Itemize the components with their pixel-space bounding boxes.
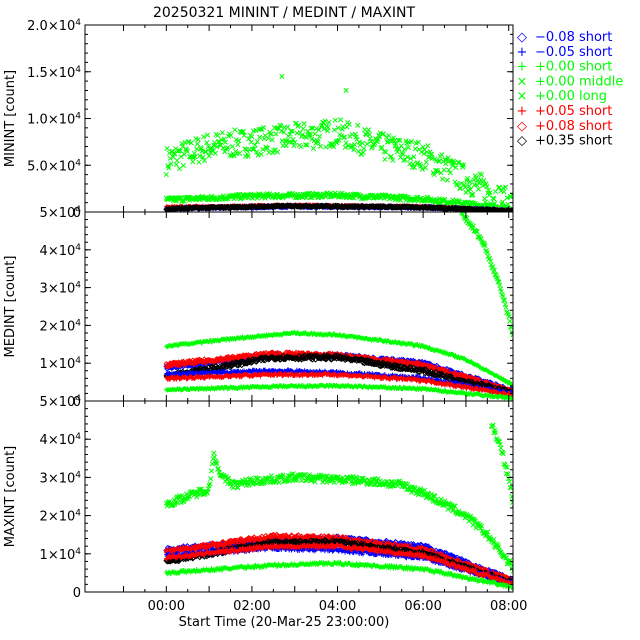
- legend-symbol: ◇: [517, 134, 527, 149]
- y-tick-label: 2×104: [40, 318, 82, 334]
- x-tick-label: 06:00: [404, 599, 441, 614]
- y-tick-label: 1×104: [40, 547, 82, 563]
- panel-1-frame: [84, 24, 514, 213]
- series-2: [489, 422, 513, 511]
- x-tick-label: 02:00: [233, 599, 270, 614]
- legend-symbol: +: [517, 60, 528, 75]
- legend-label: +0.35 short: [535, 134, 612, 149]
- legend-symbol: +: [517, 45, 528, 60]
- x-tick-label: 08:00: [490, 599, 527, 614]
- panel-1-ylabel: MININT [count]: [3, 70, 18, 167]
- series-1: [459, 212, 513, 344]
- panel-3: 0 1×104 2×104 3×104 4×104 5×104 MAXINT [count]: [3, 394, 514, 601]
- legend-label: +0.05 short: [535, 104, 612, 119]
- series-2: [164, 329, 513, 388]
- panel-3-data: [163, 422, 513, 591]
- chart-title: 20250321 MININT / MEDINT / MAXINT: [153, 5, 415, 21]
- legend-entry: × +0.00 middle: [517, 74, 624, 89]
- legend-entry: ◇ +0.35 short: [517, 134, 612, 149]
- y-tick-label: 5×104: [40, 205, 82, 221]
- series-7: [164, 370, 513, 399]
- panel-3-frame: [84, 400, 514, 593]
- y-tick-label: 0: [73, 395, 81, 410]
- panel-2-ylabel: MEDINT [count]: [3, 256, 18, 358]
- y-tick-label: 4×104: [40, 243, 82, 259]
- x-tick-label: 04:00: [319, 599, 356, 614]
- y-tick-label: 2.0×104: [27, 18, 81, 34]
- panel-2-data: [163, 212, 513, 401]
- legend-entry: + +0.00 short: [517, 60, 613, 75]
- legend-entry: + −0.05 short: [517, 45, 613, 60]
- y-tick-label: 4×104: [40, 432, 82, 448]
- y-tick-label: 3×104: [40, 281, 82, 297]
- legend-symbol: ×: [517, 89, 528, 104]
- panels: 0 5.0×104 1.0×104 1.5×104 2.0×104 MININT [cou…: [3, 18, 527, 614]
- legend-label: +0.08 short: [535, 119, 612, 134]
- panel-2: 0 1×104 2×104 3×104 4×104 5×104 MEDINT [count]: [3, 205, 514, 410]
- series-1: [163, 450, 513, 575]
- y-tick-label: 1×104: [40, 356, 82, 372]
- legend-symbol: ◇: [517, 30, 527, 45]
- legend-entry: × +0.00 long: [517, 89, 607, 104]
- series-8: [164, 559, 513, 591]
- x-axis-label: Start Time (20-Mar-25 23:00:00): [179, 615, 390, 630]
- legend-label: +0.00 short: [535, 60, 612, 75]
- y-tick-label: 1.0×104: [27, 112, 81, 128]
- y-tick-label: 5.0×104: [27, 158, 81, 174]
- legend-symbol: ◇: [517, 119, 527, 134]
- legend-symbol: ×: [517, 74, 528, 89]
- y-tick-label: 1.5×104: [27, 65, 81, 81]
- legend-label: −0.05 short: [535, 45, 612, 60]
- panel-1-data: [163, 73, 513, 212]
- legend: ◇ −0.08 short + −0.05 short + +0.00 short × +0.…: [517, 30, 624, 149]
- y-tick-label: 3×104: [40, 470, 82, 486]
- y-tick-label: 0: [73, 206, 81, 221]
- series-1: [163, 73, 513, 212]
- y-tick-label: 5×104: [40, 394, 82, 410]
- legend-label: +0.00 middle: [535, 74, 623, 89]
- panel-3-ylabel: MAXINT [count]: [3, 446, 18, 547]
- x-tick-label: 00:00: [148, 599, 185, 614]
- legend-entry: ◇ +0.08 short: [517, 119, 612, 134]
- panel-1: 0 5.0×104 1.0×104 1.5×104 2.0×104 MININT [cou…: [3, 18, 514, 221]
- legend-label: −0.08 short: [535, 30, 612, 45]
- legend-entry: ◇ −0.08 short: [517, 30, 612, 45]
- legend-entry: + +0.05 short: [517, 104, 613, 119]
- y-tick-label: 2×104: [40, 509, 82, 525]
- legend-label: +0.00 long: [535, 89, 607, 104]
- series-8: [164, 382, 513, 401]
- legend-symbol: +: [517, 104, 528, 119]
- y-tick-label: 0: [73, 586, 81, 601]
